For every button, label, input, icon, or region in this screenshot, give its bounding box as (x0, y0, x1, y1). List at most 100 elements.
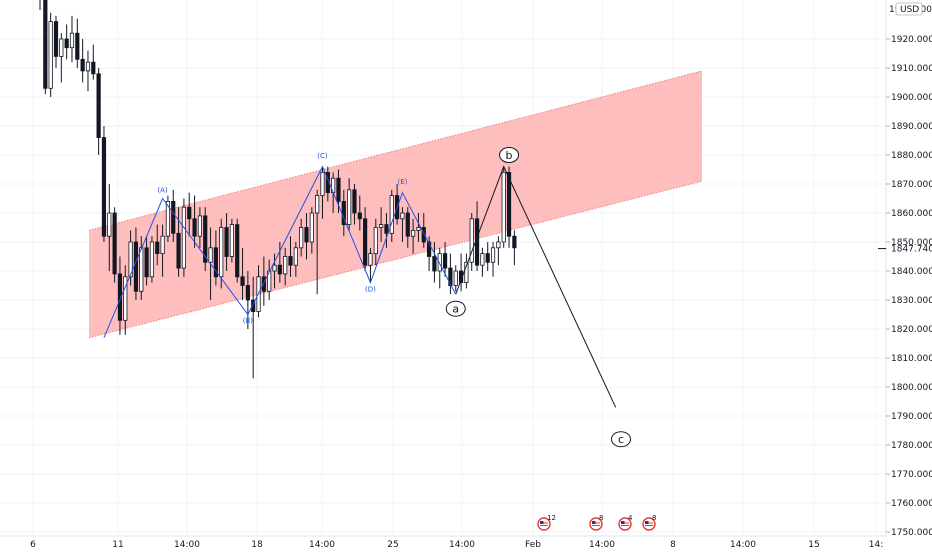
candle-body-bearish (261, 276, 266, 292)
candle-body-bearish (384, 224, 389, 234)
price-tick-label: 1780.000 (891, 441, 932, 451)
candle-body-bullish (267, 270, 272, 292)
candle-body-bearish (91, 61, 96, 75)
currency-label[interactable]: USD (900, 5, 919, 15)
time-tick-label: 6 (30, 540, 36, 550)
time-tick-label: 11 (112, 540, 123, 550)
us-flag-icon[interactable]: 4 (618, 514, 633, 531)
price-axis[interactable]: 1920.000 1910.000 1900.000 1890.000 1880.000… (878, 35, 932, 538)
price-tick-label: 1840.000 (891, 267, 932, 277)
time-tick-label: 14:00 (589, 540, 615, 550)
flag-field (621, 521, 629, 527)
time-axis[interactable]: 6 11 14:00 18 14:00 25 14:00 Feb 14:00 8 14:00 15 14… (30, 540, 883, 550)
price-tick-label: 1860.000 (891, 209, 932, 219)
candle-body-bearish (304, 227, 309, 243)
candle-body-bearish (155, 241, 160, 255)
candle-body-bearish (506, 171, 512, 237)
us-flag-icon[interactable]: 8 (589, 514, 603, 531)
wave-label: (E) (397, 178, 407, 186)
us-flag-icon[interactable]: 12 (537, 514, 556, 531)
price-tick-label: 1900.000 (891, 93, 932, 103)
candle-body-bullish (165, 200, 171, 237)
price-tick-label: 1790.000 (891, 412, 932, 422)
price-axis-background (886, 0, 932, 550)
candle-body-bearish (144, 247, 149, 278)
price-tick-label: 1850.000 (891, 238, 932, 248)
candle-body-bullish (410, 229, 416, 237)
candle-body-bearish (112, 212, 117, 275)
candle-body-bullish (320, 171, 325, 196)
candle-body-bullish (347, 189, 352, 226)
price-tick-label: 1810.000 (891, 354, 932, 364)
candle-body-bullish (181, 206, 187, 269)
time-tick-label: 14: (869, 540, 883, 550)
flag-canton (621, 521, 625, 524)
candle-body-bearish (448, 267, 453, 286)
flag-canton (540, 521, 544, 524)
wave-label: (A) (157, 187, 168, 195)
candle-body-bullish (219, 227, 224, 278)
candle-body-bearish (43, 0, 48, 89)
circle-label-ring (499, 147, 520, 163)
candle-body-bullish (139, 247, 144, 292)
currency-badge[interactable] (895, 2, 923, 16)
candle-body-bearish (53, 21, 59, 57)
candle-body-bearish (224, 227, 229, 257)
price-tick-label: 1910.000 (891, 64, 932, 74)
wave-path-line (103, 165, 457, 338)
candle-body-bearish (171, 200, 176, 234)
candle-body-bearish (133, 241, 139, 292)
candle-body-bullish (315, 195, 320, 214)
candle-body-bullish (416, 227, 421, 231)
channel-lower-edge (88, 180, 703, 339)
candle-body-bullish (379, 224, 384, 228)
price-tick-label: 1880.000 (891, 151, 932, 161)
candle-body-bullish (437, 253, 442, 272)
candle-body-bearish (64, 38, 69, 49)
candle-body-bullish (197, 215, 202, 237)
flag-field (592, 521, 600, 527)
wave-label: (D) (365, 285, 376, 293)
flag-canton (645, 521, 649, 524)
candle-body-bullish (309, 212, 314, 243)
time-tick-label: 15 (808, 540, 819, 550)
candle-body-bullish (389, 195, 394, 234)
candle-body-bearish (352, 189, 357, 214)
candle-body-bullish (149, 241, 155, 278)
candle-body-bullish (368, 253, 373, 266)
circle-label: a (452, 303, 459, 316)
us-flag-icon[interactable]: 8 (642, 514, 656, 531)
candle-body-bearish (75, 32, 80, 60)
calendar-events[interactable]: 12 8 4 8 (537, 514, 656, 531)
channel-upper-edge (88, 70, 703, 231)
candle-body-bearish (80, 58, 85, 72)
candle-body-bearish (240, 276, 245, 286)
flag-canton (592, 521, 596, 524)
event-count: 8 (652, 514, 656, 522)
circle-label-ring (610, 431, 631, 448)
price-tick-label: 1920.000 (891, 35, 932, 45)
price-tick-label: 1820.000 (891, 325, 932, 335)
candle-body-bullish (283, 256, 288, 275)
time-tick-label: 14:00 (309, 540, 335, 550)
candle-body-bearish (101, 137, 107, 237)
candle-body-bearish (245, 285, 250, 301)
candle-body-bullish (464, 261, 469, 283)
time-axis-background (0, 536, 932, 550)
candle-body-bullish (501, 171, 506, 243)
candle-body-bearish (213, 247, 218, 278)
candle-body-bullish (490, 247, 496, 263)
candle-body-bullish (373, 227, 378, 255)
candle-body-bullish (160, 235, 165, 254)
candle-body-bearish (251, 299, 256, 313)
candle-body-bearish (485, 253, 490, 263)
flag-field (540, 521, 548, 527)
price-tick-label: 1800.000 (891, 383, 932, 393)
time-tick-label: 25 (387, 540, 398, 550)
time-tick-label: 8 (670, 540, 676, 550)
wave-label: (C) (317, 152, 328, 160)
candle-body-bullish (469, 218, 474, 263)
candle-body-bearish (405, 212, 410, 237)
